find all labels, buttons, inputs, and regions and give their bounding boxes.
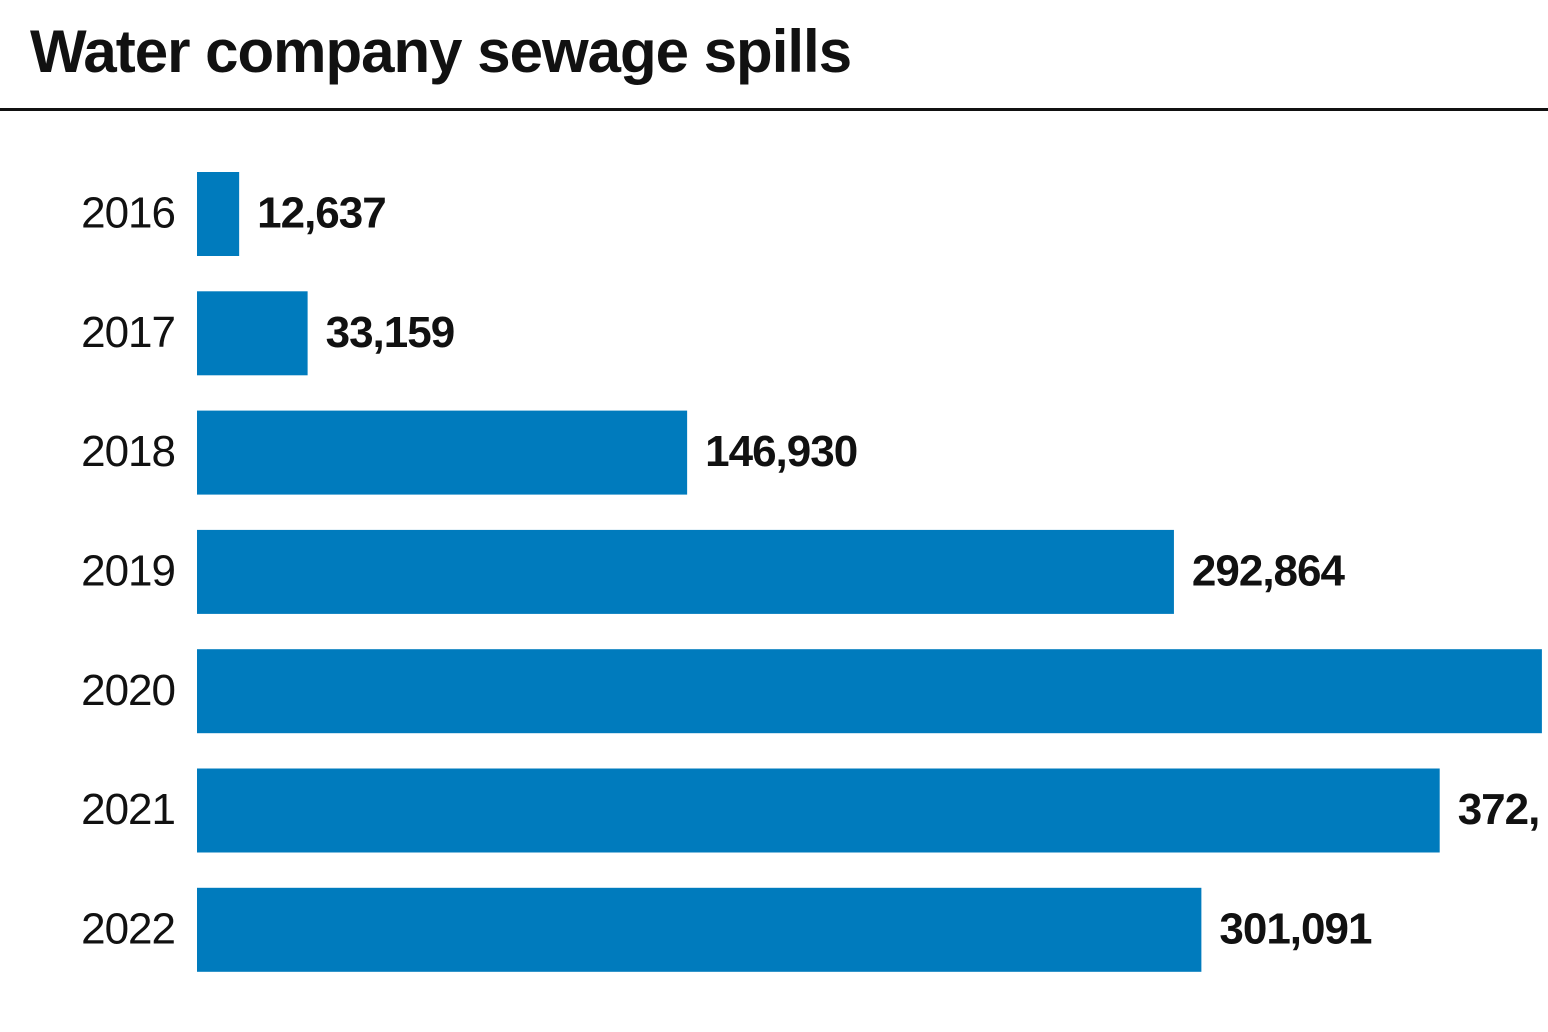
bar: [197, 529, 1174, 614]
value-label: 301,091: [1219, 904, 1372, 953]
y-tick-label: 2017: [81, 308, 175, 357]
bar: [197, 291, 308, 376]
value-label: 372,: [1458, 785, 1540, 834]
value-label: 33,159: [326, 308, 455, 357]
bar: [197, 768, 1440, 853]
value-label: 12,637: [257, 189, 386, 238]
y-tick-label: 2018: [81, 427, 175, 476]
bar: [197, 649, 1542, 734]
y-tick-label: 2022: [81, 904, 175, 953]
y-tick-label: 2021: [81, 785, 175, 834]
y-tick-label: 2019: [81, 547, 175, 596]
chart-title: Water company sewage spills: [30, 18, 851, 85]
bar: [197, 172, 240, 256]
value-label: 292,864: [1192, 547, 1346, 596]
bar: [197, 887, 1202, 972]
value-label: 146,930: [705, 427, 857, 476]
bar: [197, 410, 688, 495]
y-tick-label: 2020: [81, 666, 175, 715]
title-rule: [0, 108, 1548, 111]
y-tick-label: 2016: [81, 189, 175, 238]
